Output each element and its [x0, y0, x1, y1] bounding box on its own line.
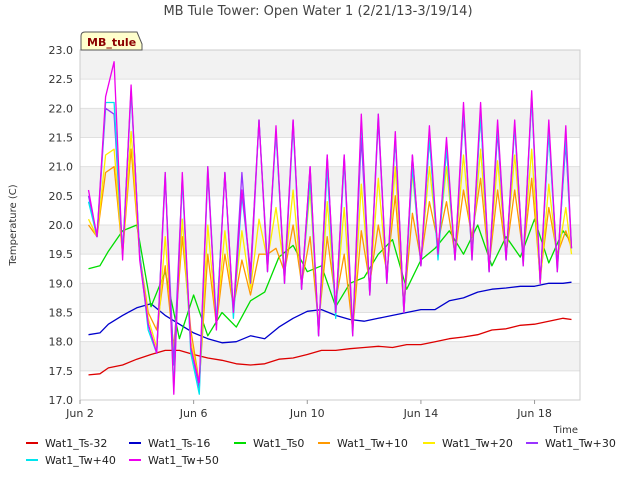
- x-tick-label: Jun 10: [289, 407, 325, 420]
- y-tick-label: 21.0: [49, 161, 74, 174]
- x-tick-label: Jun 18: [516, 407, 552, 420]
- y-tick-label: 21.5: [49, 132, 74, 145]
- legend-label: Wat1_Ts-32: [45, 437, 107, 450]
- y-axis-label: Temperature (C): [8, 184, 19, 266]
- series-line-wat1-tw-10: [87, 148, 573, 384]
- legend-label: Wat1_Ts-16: [148, 437, 210, 450]
- legend-label: Wat1_Ts0: [253, 437, 304, 450]
- series-line-wat1-ts-32: [88, 317, 572, 376]
- legend: Wat1_Ts-32 Wat1_Ts-16 Wat1_Ts0 Wat1_Tw+10 Wa…: [26, 437, 616, 467]
- series-line-wat1-ts0: [88, 218, 573, 340]
- plot-frame: [79, 49, 581, 401]
- y-tick-label: 18.0: [49, 336, 74, 349]
- x-axis: Jun 2 Jun 6 Jun 10 Jun 14 Jun 18: [65, 400, 552, 420]
- y-tick-label: 18.5: [49, 307, 74, 320]
- y-tick-label: 20.5: [49, 190, 74, 203]
- legend-label: Wat1_Tw+40: [45, 454, 116, 467]
- y-tick-label: 19.0: [49, 277, 74, 290]
- plot-band: [80, 79, 580, 109]
- x-tick-label: Jun 2: [65, 407, 94, 420]
- series-line-wat1-tw-50: [87, 61, 573, 395]
- plot-band: [80, 108, 580, 138]
- y-tick-label: 23.0: [49, 44, 74, 57]
- legend-label: Wat1_Tw+10: [337, 437, 408, 450]
- y-axis: 17.0 17.5 18.0 18.5 19.0 19.5 20.0 20.5 21.0 21.5…: [49, 44, 74, 407]
- chart-title: MB Tule Tower: Open Water 1 (2/21/13-3/1…: [163, 4, 472, 19]
- badge-shape: [80, 31, 143, 51]
- plot-band: [80, 312, 580, 342]
- y-tick-label: 17.0: [49, 394, 74, 407]
- y-tick-label: 22.5: [49, 73, 74, 86]
- series-line-wat1-ts-16: [88, 281, 572, 344]
- x-axis-label: Time: [553, 425, 578, 436]
- plot-band: [80, 50, 580, 80]
- legend-label: Wat1_Tw+50: [148, 454, 219, 467]
- plot-band: [80, 166, 580, 196]
- x-tick-label: Jun 14: [403, 407, 439, 420]
- legend-label: Wat1_Tw+20: [442, 437, 513, 450]
- plot-band: [80, 370, 580, 400]
- badge-text: MB_tule: [87, 36, 136, 49]
- plot-band: [80, 137, 580, 167]
- series-lines: [87, 61, 573, 395]
- x-tick-label: Jun 6: [179, 407, 208, 420]
- plot-band: [80, 341, 580, 371]
- y-tick-label: 19.5: [49, 248, 74, 261]
- y-tick-label: 17.5: [49, 365, 74, 378]
- y-tick-label: 22.0: [49, 102, 74, 115]
- station-badge: MB_tule: [80, 31, 143, 51]
- y-tick-label: 20.0: [49, 219, 74, 232]
- legend-label: Wat1_Tw+30: [545, 437, 616, 450]
